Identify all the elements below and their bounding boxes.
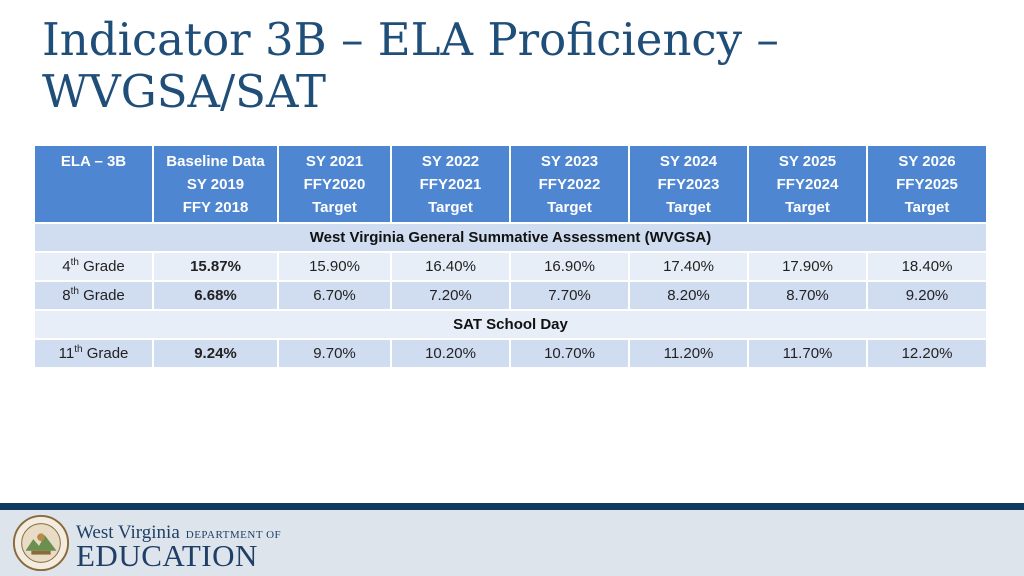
table-row-grade4: 4th Grade 15.87% 15.90% 16.40% 16.90% 17… [35, 253, 986, 280]
header-cell-sy2026: SY 2026 FFY2025 Target [868, 146, 986, 222]
target-value: 16.90% [511, 253, 628, 280]
target-value: 9.20% [868, 282, 986, 309]
target-value: 15.90% [279, 253, 390, 280]
target-value: 8.70% [749, 282, 866, 309]
target-value: 11.20% [630, 340, 747, 367]
header-cell-sy2021: SY 2021 FFY2020 Target [279, 146, 390, 222]
target-value: 16.40% [392, 253, 509, 280]
header-cell-sy2023: SY 2023 FFY2022 Target [511, 146, 628, 222]
grade-label: 11th Grade [35, 340, 152, 367]
table-row-grade11: 11th Grade 9.24% 9.70% 10.20% 10.70% 11.… [35, 340, 986, 367]
header-cell-baseline: Baseline Data SY 2019 FFY 2018 [154, 146, 277, 222]
target-value: 17.90% [749, 253, 866, 280]
target-value: 8.20% [630, 282, 747, 309]
org-name: West Virginia [76, 522, 180, 543]
state-seal-icon [12, 514, 70, 572]
target-value: 10.70% [511, 340, 628, 367]
footer-divider-bar [0, 503, 1024, 510]
grade-label: 8th Grade [35, 282, 152, 309]
targets-table: ELA – 3B Baseline Data SY 2019 FFY 2018 … [33, 144, 988, 369]
header-row: ELA – 3B Baseline Data SY 2019 FFY 2018 … [35, 146, 986, 222]
target-value: 6.70% [279, 282, 390, 309]
org-dept: DEPARTMENT OF [185, 529, 282, 541]
target-value: 12.20% [868, 340, 986, 367]
table-row-grade8: 8th Grade 6.68% 6.70% 7.20% 7.70% 8.20% … [35, 282, 986, 309]
target-value: 7.70% [511, 282, 628, 309]
footer-band [0, 510, 1024, 576]
org-education: EDUCATION [76, 538, 258, 573]
target-value: 10.20% [392, 340, 509, 367]
org-wordmark: West Virginia DEPARTMENT OF [76, 522, 281, 544]
slide-title: Indicator 3B – ELA Proficiency – WVGSA/S… [42, 14, 982, 118]
baseline-value: 15.87% [154, 253, 277, 280]
header-cell-sy2022: SY 2022 FFY2021 Target [392, 146, 509, 222]
baseline-value: 6.68% [154, 282, 277, 309]
section-row-wvgsa: West Virginia General Summative Assessme… [35, 224, 986, 251]
header-cell-ela: ELA – 3B [35, 146, 152, 222]
target-value: 7.20% [392, 282, 509, 309]
target-value: 18.40% [868, 253, 986, 280]
target-value: 17.40% [630, 253, 747, 280]
section-row-sat: SAT School Day [35, 311, 986, 338]
grade-label: 4th Grade [35, 253, 152, 280]
slide-title-line2: WVGSA/SAT [42, 65, 327, 118]
section-label-sat: SAT School Day [35, 311, 986, 338]
section-label-wvgsa: West Virginia General Summative Assessme… [35, 224, 986, 251]
target-value: 11.70% [749, 340, 866, 367]
header-cell-sy2025: SY 2025 FFY2024 Target [749, 146, 866, 222]
header-cell-sy2024: SY 2024 FFY2023 Target [630, 146, 747, 222]
baseline-value: 9.24% [154, 340, 277, 367]
slide-title-line1: Indicator 3B – ELA Proficiency – [42, 13, 779, 66]
target-value: 9.70% [279, 340, 390, 367]
